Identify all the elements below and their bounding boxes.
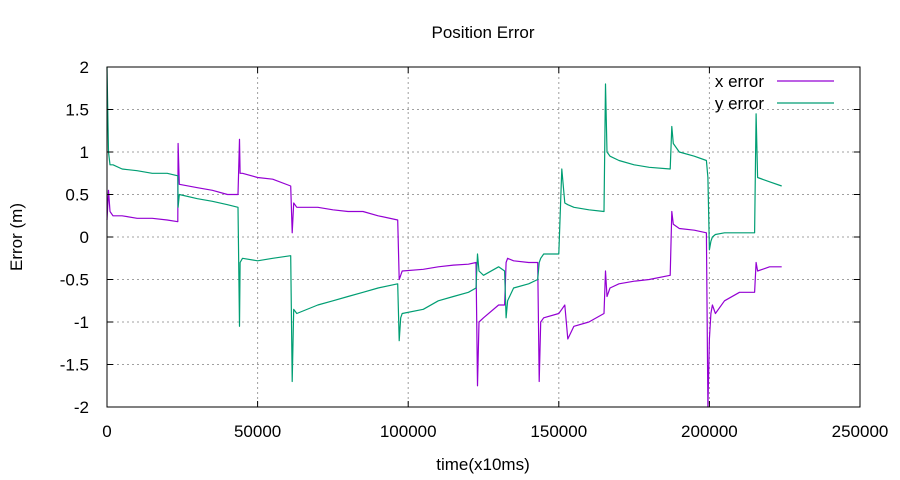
y-tick-label: 0 bbox=[80, 228, 89, 247]
x-tick-label: 50000 bbox=[234, 422, 281, 441]
y-tick-label: 0.5 bbox=[65, 186, 89, 205]
series-line-y-error bbox=[106, 66, 782, 383]
plot-series bbox=[106, 66, 782, 408]
legend-label: x error bbox=[715, 72, 764, 91]
x-tick-label: 150000 bbox=[530, 422, 587, 441]
x-tick-label: 0 bbox=[102, 422, 111, 441]
chart-title: Position Error bbox=[432, 23, 535, 42]
y-tick-label: -2 bbox=[74, 398, 89, 417]
y-tick-label: 1 bbox=[80, 143, 89, 162]
y-tick-label: 1.5 bbox=[65, 101, 89, 120]
x-tick-label: 100000 bbox=[380, 422, 437, 441]
y-tick-label: -1 bbox=[74, 313, 89, 332]
x-tick-label: 250000 bbox=[832, 422, 889, 441]
y-tick-label: 2 bbox=[80, 58, 89, 77]
legend-label: y error bbox=[715, 94, 764, 113]
legend: x error y error bbox=[715, 72, 834, 113]
y-tick-label: -1.5 bbox=[60, 356, 89, 375]
axis-ticks: 0 50000 100000 150000 200000 250000 -2 -1.5 -1 -0… bbox=[60, 58, 889, 441]
x-axis-label: time(x10ms) bbox=[436, 455, 530, 474]
grid bbox=[107, 67, 860, 407]
y-axis-label: Error (m) bbox=[7, 203, 26, 271]
x-tick-label: 200000 bbox=[681, 422, 738, 441]
series-line-x-error bbox=[106, 138, 782, 408]
y-tick-label: -0.5 bbox=[60, 271, 89, 290]
